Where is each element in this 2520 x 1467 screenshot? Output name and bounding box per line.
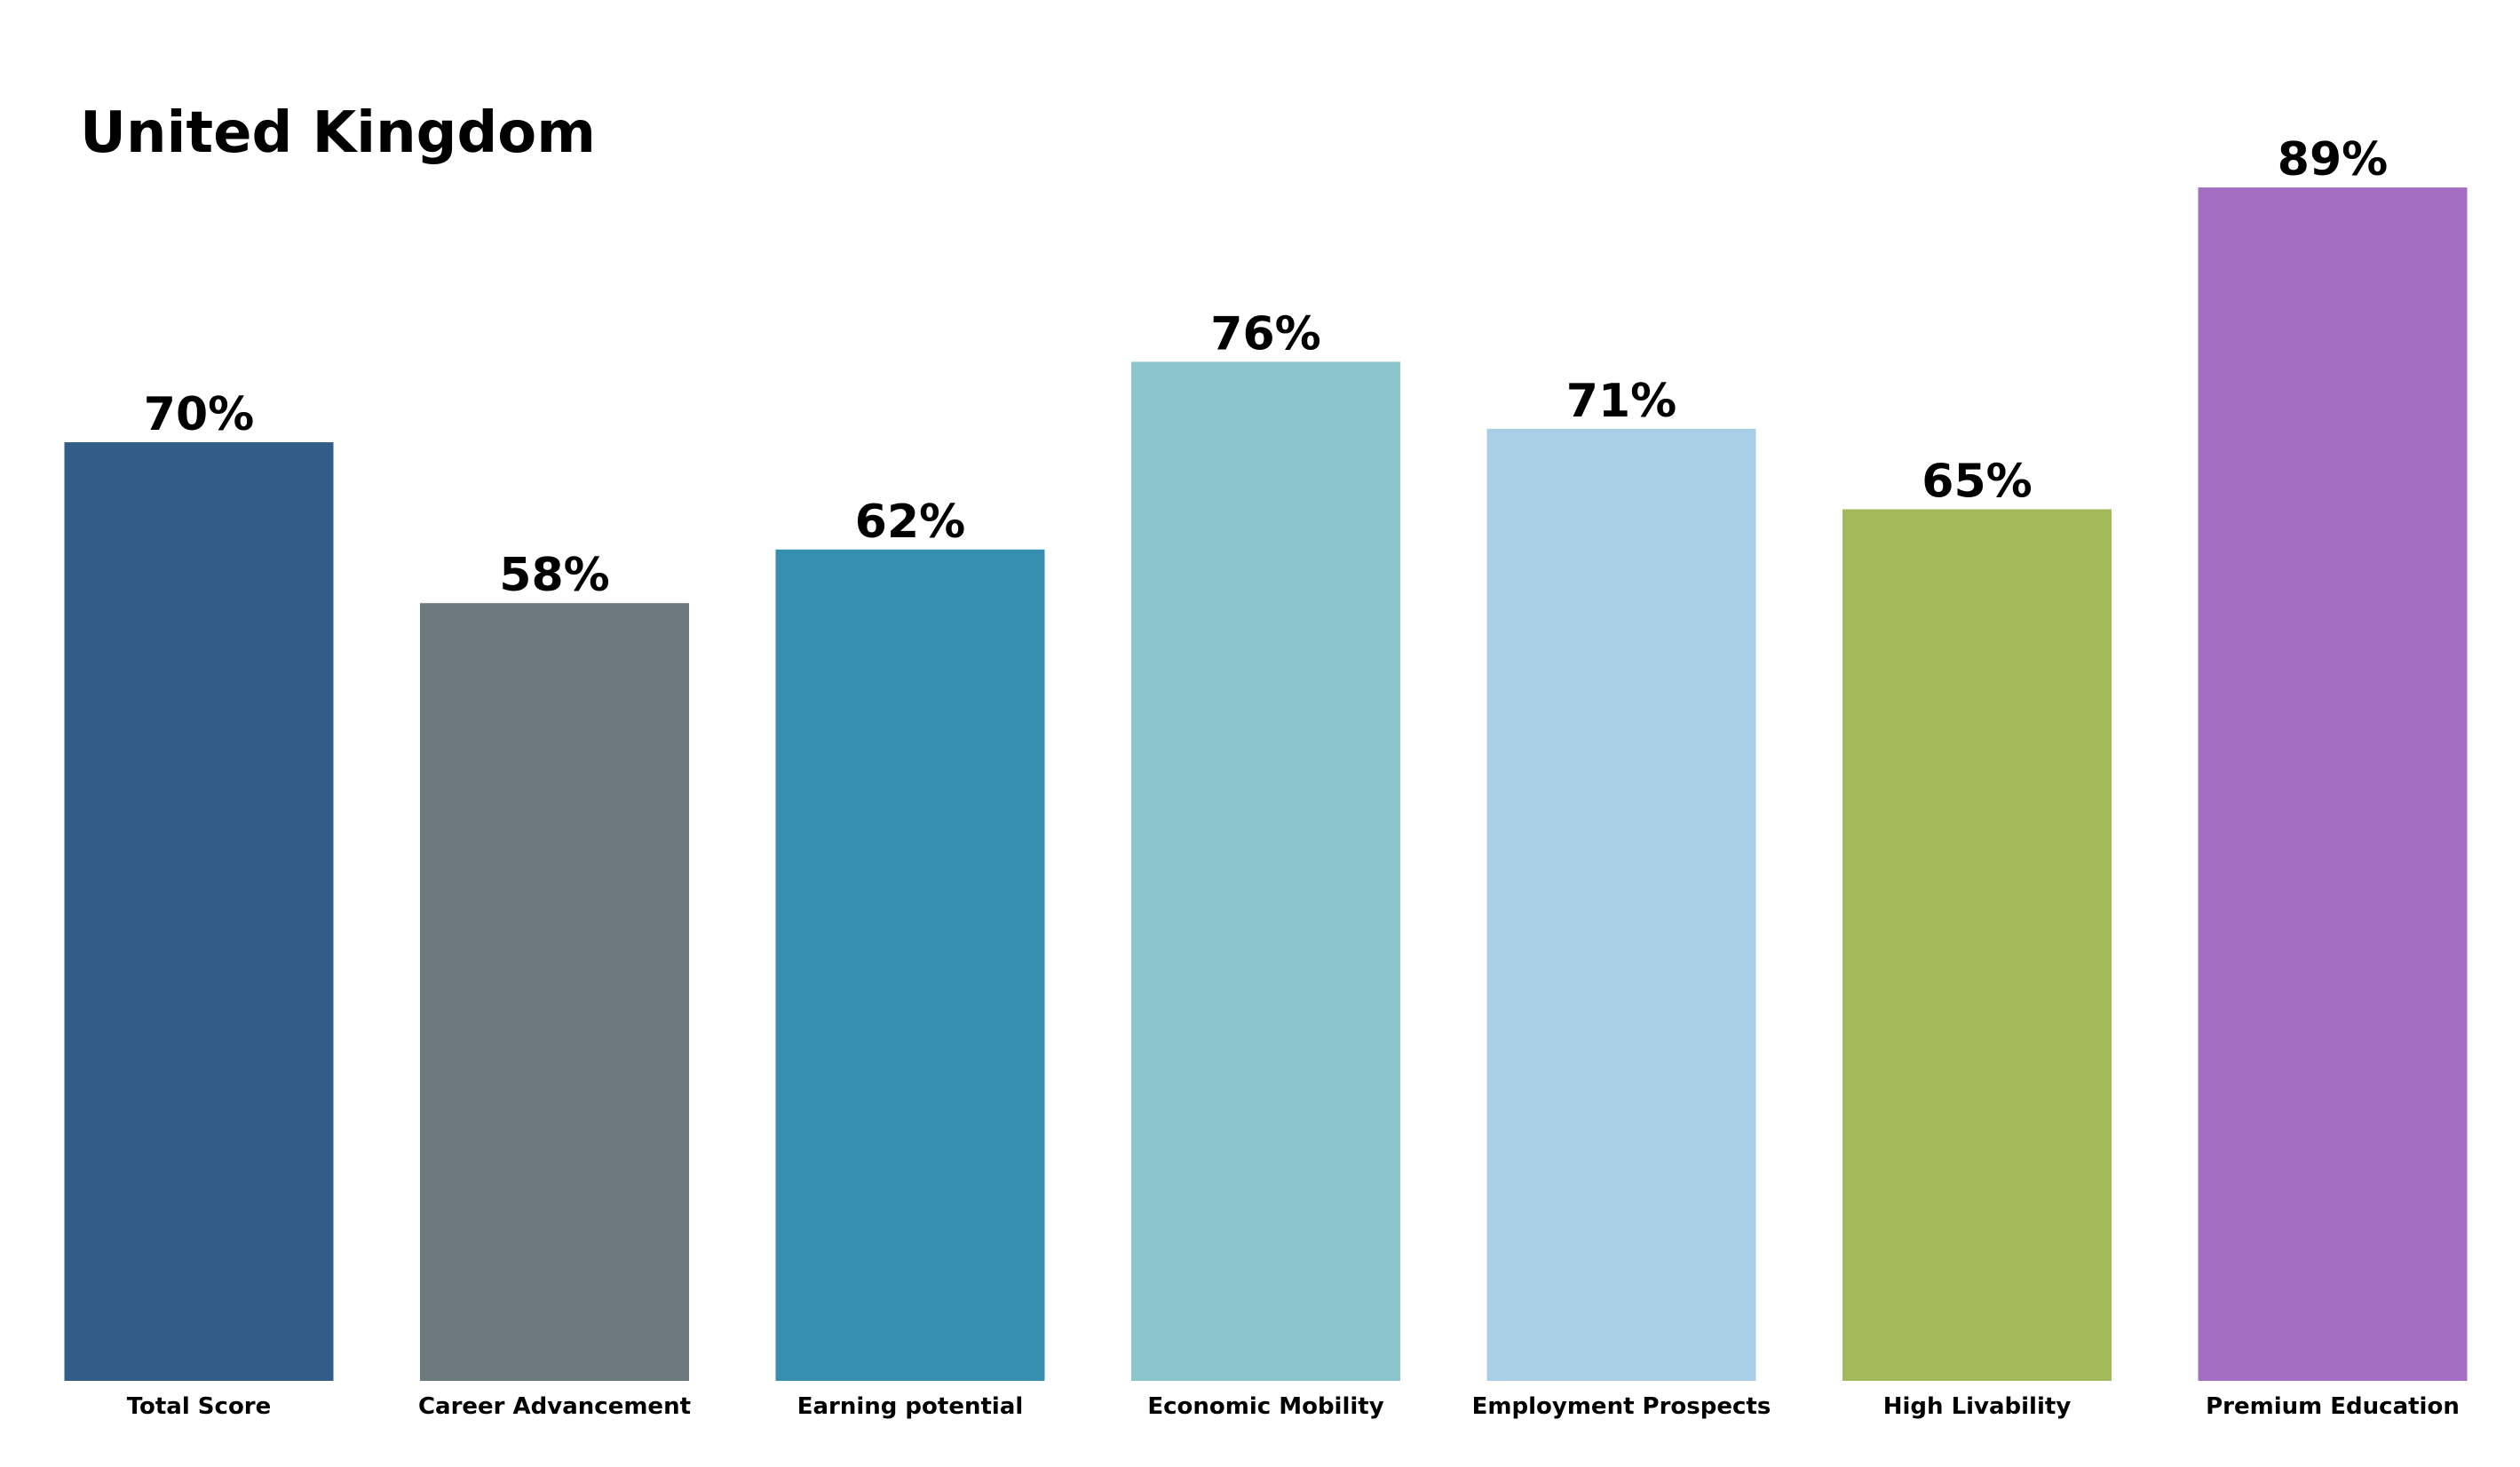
bar-value-high-livability: 65% xyxy=(1922,456,2032,509)
x-tick-label-career-advancement: Career Advancement xyxy=(418,1393,691,1420)
bar-premium-education xyxy=(2198,187,2468,1382)
chart-title: United Kingdom xyxy=(80,100,596,166)
x-tick-label-total-score: Total Score xyxy=(127,1393,272,1420)
bar-total-score xyxy=(64,442,334,1381)
bar-earning-potential xyxy=(775,549,1045,1381)
x-tick-labels-layer: Total Score Career Advancement Earning pot… xyxy=(127,1393,2460,1420)
bar-value-earning-potential: 62% xyxy=(855,496,965,549)
bar-value-premium-education: 89% xyxy=(2278,133,2388,186)
bar-employment-prospects xyxy=(1486,428,1756,1381)
x-tick-label-premium-education: Premium Education xyxy=(2206,1393,2460,1420)
x-tick-label-economic-mobility: Economic Mobility xyxy=(1147,1393,1383,1420)
bar-value-economic-mobility: 76% xyxy=(1210,307,1320,361)
bar-career-advancement xyxy=(420,603,689,1381)
x-tick-label-employment-prospects: Employment Prospects xyxy=(1472,1393,1771,1420)
bar-high-livability xyxy=(1842,509,2112,1381)
bars-layer xyxy=(64,187,2468,1382)
bar-value-total-score: 70% xyxy=(144,388,254,441)
x-tick-label-high-livability: High Livability xyxy=(1883,1393,2072,1420)
bar-value-career-advancement: 58% xyxy=(499,549,609,602)
x-tick-label-earning-potential: Earning potential xyxy=(797,1393,1024,1420)
bar-economic-mobility xyxy=(1131,361,1400,1381)
bar-value-employment-prospects: 71% xyxy=(1566,375,1676,428)
value-labels-layer: 70% 58% 62% 76% 71% 65% 89% xyxy=(144,133,2388,602)
